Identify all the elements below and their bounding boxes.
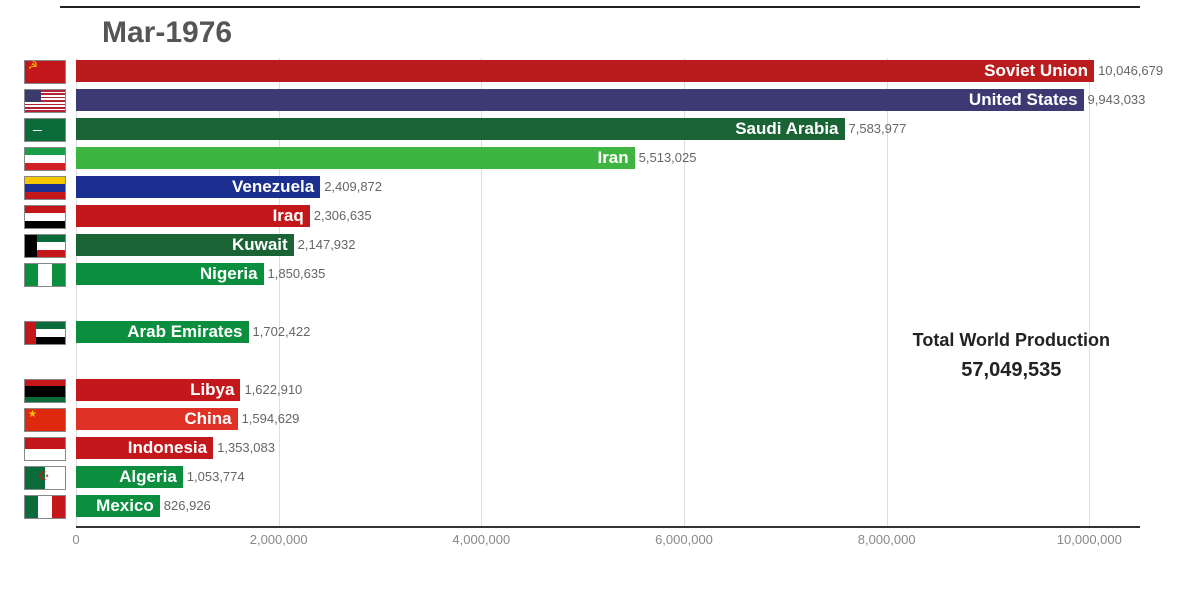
flag-icon: ـــ bbox=[24, 118, 66, 142]
bar bbox=[76, 89, 1084, 111]
header-rule bbox=[60, 6, 1140, 8]
x-tick-label: 10,000,000 bbox=[1057, 532, 1122, 547]
bar-country-label: United States bbox=[969, 90, 1078, 110]
bar-value-label: 1,622,910 bbox=[244, 382, 302, 397]
bar-value-label: 2,306,635 bbox=[314, 208, 372, 223]
bar-value-label: 2,409,872 bbox=[324, 179, 382, 194]
flag-icon bbox=[24, 147, 66, 171]
bar-country-label: Kuwait bbox=[232, 235, 288, 255]
bar-country-label: China bbox=[184, 409, 231, 429]
flags-column: ☭ ـــ ★ ☪ bbox=[24, 58, 69, 522]
bar bbox=[76, 118, 845, 140]
bar-country-label: Soviet Union bbox=[984, 61, 1088, 81]
bar-value-label: 826,926 bbox=[164, 498, 211, 513]
total-value: 57,049,535 bbox=[913, 359, 1110, 382]
gridline bbox=[1089, 58, 1090, 526]
bar-value-label: 1,353,083 bbox=[217, 440, 275, 455]
bar-country-label: Indonesia bbox=[128, 438, 207, 458]
bar-value-label: 9,943,033 bbox=[1088, 92, 1146, 107]
bar-value-label: 5,513,025 bbox=[639, 150, 697, 165]
x-tick-label: 8,000,000 bbox=[858, 532, 916, 547]
flag-icon bbox=[24, 321, 66, 345]
flag-icon bbox=[24, 234, 66, 258]
flag-icon bbox=[24, 89, 66, 113]
total-title: Total World Production bbox=[913, 330, 1110, 351]
bar-value-label: 1,702,422 bbox=[253, 324, 311, 339]
x-axis bbox=[76, 526, 1140, 528]
flag-icon: ☪ bbox=[24, 466, 66, 490]
flag-icon bbox=[24, 437, 66, 461]
x-tick-label: 4,000,000 bbox=[452, 532, 510, 547]
plot-area: 02,000,0004,000,0006,000,0008,000,00010,… bbox=[76, 58, 1140, 553]
bar-value-label: 1,053,774 bbox=[187, 469, 245, 484]
bar-country-label: Algeria bbox=[119, 467, 177, 487]
bar-country-label: Venezuela bbox=[232, 177, 314, 197]
flag-icon bbox=[24, 379, 66, 403]
x-tick-label: 6,000,000 bbox=[655, 532, 713, 547]
flag-icon bbox=[24, 176, 66, 200]
bar-chart: 0 2,000,000 4,000,000 6,000,000 8,000,000 10,… bbox=[0, 58, 1200, 553]
bar-country-label: Nigeria bbox=[200, 264, 258, 284]
bar-value-label: 1,850,635 bbox=[268, 266, 326, 281]
flag-icon bbox=[24, 263, 66, 287]
x-tick-label: 0 bbox=[72, 532, 79, 547]
bar-country-label: Iran bbox=[597, 148, 628, 168]
bar-country-label: Mexico bbox=[96, 496, 154, 516]
bar-value-label: 2,147,932 bbox=[298, 237, 356, 252]
bar-country-label: Iraq bbox=[273, 206, 304, 226]
bar-value-label: 1,594,629 bbox=[242, 411, 300, 426]
total-world-production: Total World Production 57,049,535 bbox=[913, 330, 1110, 382]
bar-country-label: Arab Emirates bbox=[127, 322, 242, 342]
flag-icon bbox=[24, 205, 66, 229]
bar bbox=[76, 60, 1094, 82]
flag-icon bbox=[24, 495, 66, 519]
bar-country-label: Libya bbox=[190, 380, 234, 400]
bar-country-label: Saudi Arabia bbox=[735, 119, 838, 139]
bar-value-label: 7,583,977 bbox=[849, 121, 907, 136]
x-tick-label: 2,000,000 bbox=[250, 532, 308, 547]
flag-icon: ☭ bbox=[24, 60, 66, 84]
date-label: Mar-1976 bbox=[102, 16, 232, 50]
bar-value-label: 10,046,679 bbox=[1098, 63, 1163, 78]
flag-icon: ★ bbox=[24, 408, 66, 432]
bar bbox=[76, 147, 635, 169]
